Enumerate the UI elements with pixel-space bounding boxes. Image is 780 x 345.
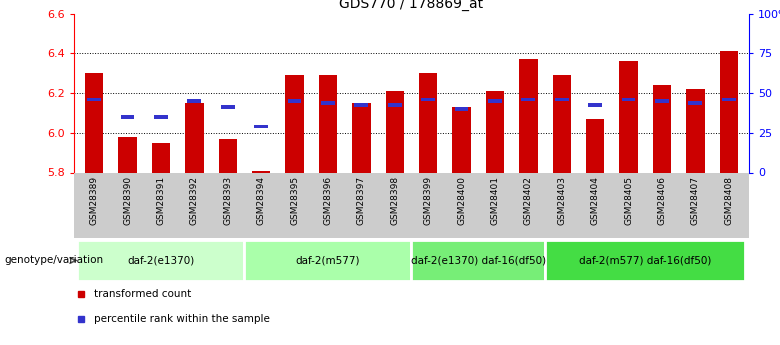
Text: GSM28389: GSM28389: [90, 176, 98, 225]
Text: GSM28399: GSM28399: [424, 176, 433, 225]
Text: daf-2(e1370) daf-16(df50): daf-2(e1370) daf-16(df50): [411, 256, 546, 265]
Bar: [218, 139, 237, 172]
Text: GSM28393: GSM28393: [223, 176, 232, 225]
Bar: [354, 104, 368, 107]
Text: GSM28401: GSM28401: [491, 176, 499, 225]
FancyBboxPatch shape: [411, 240, 545, 281]
Text: transformed count: transformed count: [94, 289, 192, 299]
Bar: [722, 98, 736, 101]
Text: GSM28394: GSM28394: [257, 176, 266, 225]
Bar: [655, 99, 668, 103]
Text: GSM28405: GSM28405: [624, 176, 633, 225]
Text: GSM28400: GSM28400: [457, 176, 466, 225]
Text: daf-2(e1370): daf-2(e1370): [127, 256, 194, 265]
Bar: [421, 98, 435, 101]
Text: genotype/variation: genotype/variation: [4, 256, 103, 265]
Bar: [455, 107, 469, 111]
Bar: [321, 101, 335, 105]
Bar: [689, 101, 702, 105]
Bar: [187, 99, 201, 103]
Bar: [285, 75, 303, 172]
Bar: [552, 75, 571, 172]
Bar: [452, 107, 471, 172]
Bar: [385, 91, 404, 172]
Text: GSM28397: GSM28397: [356, 176, 366, 225]
Bar: [588, 104, 602, 107]
Text: GSM28391: GSM28391: [157, 176, 165, 225]
Text: GSM28402: GSM28402: [524, 176, 533, 225]
Text: daf-2(m577) daf-16(df50): daf-2(m577) daf-16(df50): [579, 256, 711, 265]
Bar: [119, 137, 136, 172]
Bar: [87, 98, 101, 101]
Bar: [121, 115, 134, 119]
Text: percentile rank within the sample: percentile rank within the sample: [94, 314, 270, 324]
Bar: [221, 106, 235, 109]
Text: GSM28396: GSM28396: [324, 176, 332, 225]
Bar: [720, 51, 738, 172]
Bar: [185, 103, 204, 172]
FancyBboxPatch shape: [244, 240, 411, 281]
Bar: [288, 99, 301, 103]
Text: GSM28404: GSM28404: [590, 176, 600, 225]
Bar: [586, 119, 604, 172]
Text: daf-2(m577): daf-2(m577): [296, 256, 360, 265]
Bar: [352, 103, 370, 172]
Bar: [319, 75, 337, 172]
Text: GSM28408: GSM28408: [725, 176, 733, 225]
Text: GSM28398: GSM28398: [390, 176, 399, 225]
Bar: [622, 98, 636, 101]
Bar: [85, 73, 103, 172]
Text: GSM28407: GSM28407: [691, 176, 700, 225]
FancyBboxPatch shape: [545, 240, 746, 281]
Bar: [522, 98, 535, 101]
Bar: [152, 143, 170, 172]
Bar: [486, 91, 504, 172]
Text: GSM28392: GSM28392: [190, 176, 199, 225]
Text: GSM28390: GSM28390: [123, 176, 132, 225]
Title: GDS770 / 178869_at: GDS770 / 178869_at: [339, 0, 484, 11]
Text: GSM28403: GSM28403: [557, 176, 566, 225]
Text: GSM28406: GSM28406: [658, 176, 666, 225]
Bar: [619, 61, 638, 172]
Bar: [555, 98, 569, 101]
Bar: [653, 85, 671, 172]
Bar: [254, 125, 268, 128]
Bar: [686, 89, 704, 172]
FancyBboxPatch shape: [77, 240, 244, 281]
Bar: [388, 104, 402, 107]
Bar: [154, 115, 168, 119]
Bar: [519, 59, 537, 172]
Bar: [252, 170, 271, 172]
Bar: [488, 99, 502, 103]
Bar: [419, 73, 438, 172]
Text: GSM28395: GSM28395: [290, 176, 299, 225]
